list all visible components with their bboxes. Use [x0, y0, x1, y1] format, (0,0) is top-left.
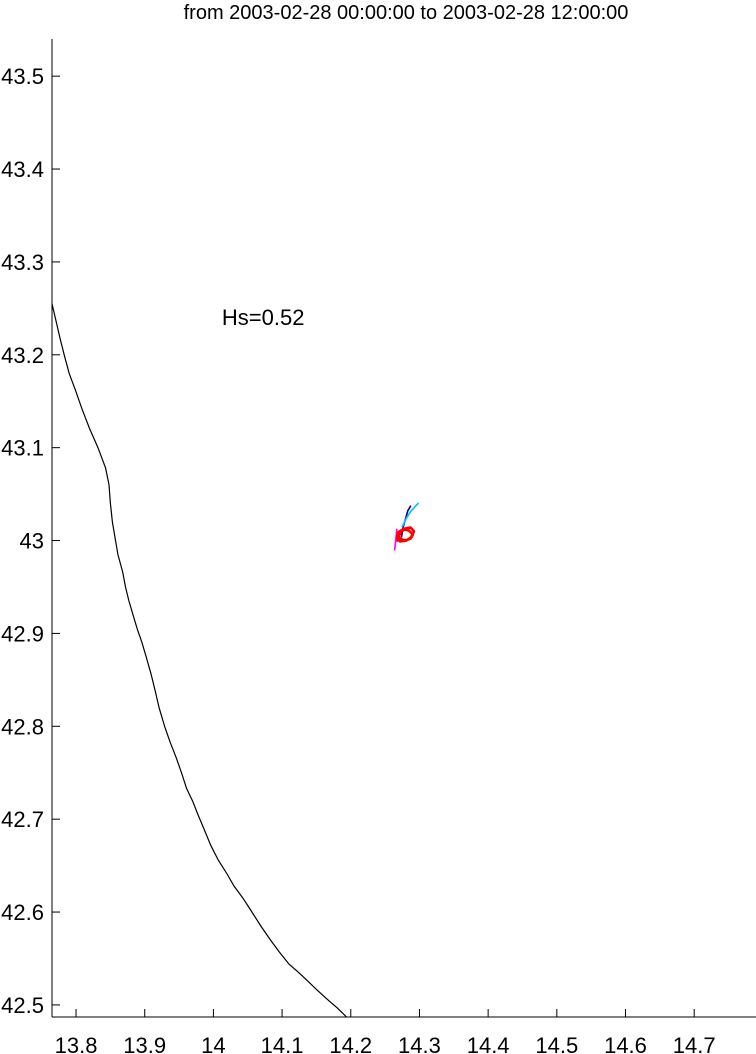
x-tick-label: 14.2 [329, 1033, 372, 1054]
trajectory-series [393, 502, 419, 551]
y-tick-label: 42.5 [1, 993, 44, 1018]
trajectory-line-4 [395, 526, 416, 543]
plot-axes [51, 39, 756, 1018]
x-tick-label: 14.4 [467, 1033, 510, 1054]
y-tick-label: 43.1 [1, 436, 44, 461]
y-tick-label: 43.5 [1, 64, 44, 89]
x-tick-label: 13.8 [55, 1033, 98, 1054]
y-tick-label: 43.3 [1, 250, 44, 275]
coastline [51, 303, 348, 1018]
y-tick-label: 42.7 [1, 807, 44, 832]
chart-title: from 2003-02-28 00:00:00 to 2003-02-28 1… [184, 2, 629, 24]
y-tick-label: 42.6 [1, 900, 44, 925]
y-tick-label: 43 [20, 529, 44, 554]
axis-ticks: 13.8 13.9 14 14.1 14.2 14.3 14.4 14.5 14.6 14.7 42… [1, 64, 715, 1054]
annotation-label: Hs=0.52 [222, 305, 305, 330]
trajectory-line-3 [393, 528, 398, 551]
y-tick-label: 42.9 [1, 621, 44, 646]
trajectory-line-2 [401, 502, 419, 528]
x-tick-label: 14.7 [673, 1033, 716, 1054]
y-tick-label: 42.8 [1, 714, 44, 739]
coastline-line [51, 303, 348, 1018]
x-tick-label: 13.9 [123, 1033, 166, 1054]
x-tick-label: 14.6 [604, 1033, 647, 1054]
y-tick-label: 43.2 [1, 343, 44, 368]
x-tick-label: 14.5 [535, 1033, 578, 1054]
x-tick-label: 14.1 [261, 1033, 304, 1054]
annotations: Hs=0.52 [222, 305, 305, 330]
y-tick-label: 43.4 [1, 157, 44, 182]
x-tick-label: 14 [201, 1033, 225, 1054]
x-tick-label: 14.3 [398, 1033, 441, 1054]
